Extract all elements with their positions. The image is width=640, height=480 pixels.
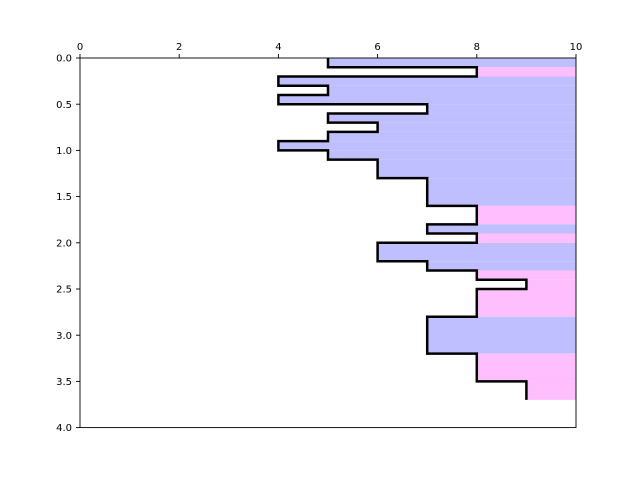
fill-band [427,224,576,234]
x-tick-label: 4 [275,42,281,53]
fill-band [328,113,576,123]
y-tick-label: 2.5 [56,285,72,296]
fill-band [476,205,576,225]
fill-band [377,122,576,132]
y-tick-label: 0.5 [56,100,72,111]
fill-band [278,94,576,105]
fill-band [526,381,576,400]
y-tick-label: 1.0 [56,146,72,157]
fill-band [427,261,576,271]
y-tick-label: 3.0 [56,331,72,342]
fill-band [476,270,576,280]
fill-band [476,353,576,382]
x-tick-label: 2 [176,42,182,53]
fill-band [427,316,576,354]
fill-band [427,178,576,206]
fill-band [328,150,576,160]
y-tick-label: 1.5 [56,192,72,203]
fill-band [278,76,576,86]
x-tick-label: 6 [374,42,380,53]
x-tick-label: 10 [570,42,583,53]
x-tick-label: 0 [77,42,83,53]
x-axis: 0 2 4 6 8 10 [77,42,583,58]
fill-band [476,233,576,243]
y-axis: 0.0 0.5 1.0 1.5 2.0 2.5 3.0 3.5 4.0 [56,54,80,434]
fill-band [328,131,576,142]
fill-band [278,141,576,151]
y-tick-label: 0.0 [56,54,72,65]
y-tick-label: 2.0 [56,238,72,249]
x-tick-label: 8 [474,42,480,53]
step-line [277,58,528,400]
fill-band [377,159,576,179]
y-tick-label: 3.5 [56,377,72,388]
fill-band [476,289,576,317]
fill-bands [278,58,576,400]
fill-band [427,104,576,114]
fill-band [377,242,576,262]
y-tick-label: 4.0 [56,423,72,434]
fill-band [526,279,576,289]
fill-band [328,85,576,95]
fill-band [328,58,576,68]
fill-band [476,67,576,77]
